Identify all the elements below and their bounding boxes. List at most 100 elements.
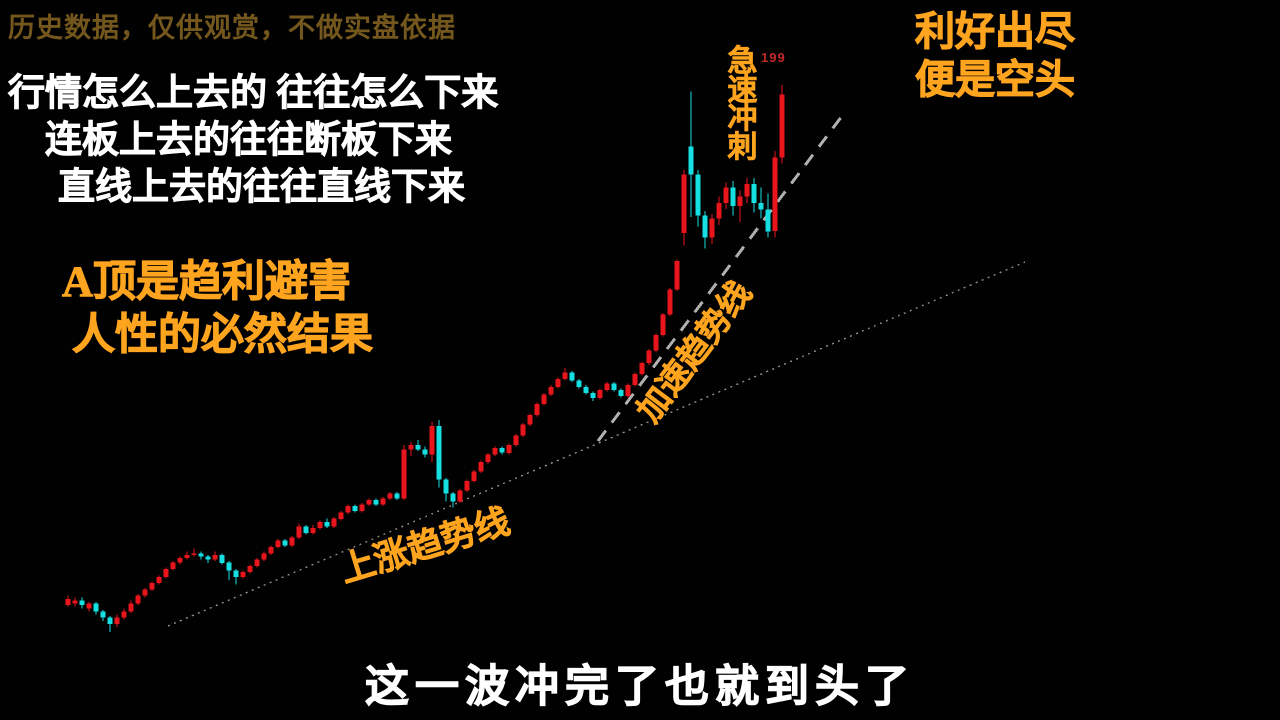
candle-body (709, 218, 715, 238)
candle-body (660, 314, 666, 335)
candle-body (359, 504, 365, 511)
candle-body (765, 209, 771, 232)
candle-body (499, 448, 505, 453)
candle-body (674, 261, 680, 290)
candle-body (667, 289, 673, 315)
candle-body (457, 490, 463, 502)
bottom-caption: 这一波冲完了也就到头了 (365, 662, 915, 712)
candle-body (65, 598, 71, 606)
candle-body (478, 462, 484, 472)
candle-body (583, 386, 589, 394)
candle-body (758, 203, 764, 210)
candle-body (639, 363, 645, 375)
candle-body (233, 570, 239, 577)
candle-body (219, 554, 225, 563)
candle-body (177, 558, 183, 563)
candle-body (128, 603, 134, 612)
candle-body (100, 611, 106, 618)
candle-body (373, 499, 379, 505)
candle-body (86, 603, 92, 609)
peak-price-label: 199 (761, 50, 786, 65)
disclaimer-text: 历史数据，仅供观赏，不做实盘依据 (8, 13, 456, 43)
candle-body (471, 471, 477, 481)
candle-body (72, 600, 78, 604)
thesis-line-2: 人性的必然结果 (72, 312, 374, 360)
top-right-line-2: 便是空头 (915, 57, 1076, 103)
market-saying-block: 行情怎么上去的 往往怎么下来 连板上去的往往断板下来 直线上去的往往直线下来 (8, 70, 499, 211)
candle-body (450, 493, 456, 502)
candle-body (632, 374, 638, 386)
candle-body (366, 499, 372, 505)
candle-body (135, 595, 141, 604)
candle-body (212, 554, 218, 560)
candle-body (688, 146, 694, 175)
sprint-annotation: 急速冲刺 (727, 45, 758, 164)
candle-body (114, 617, 120, 624)
candle-body (93, 603, 99, 612)
candle-body (170, 562, 176, 569)
candle-body (716, 203, 722, 219)
candle-body (408, 444, 414, 450)
candle-body (611, 383, 617, 390)
candle-body (779, 94, 785, 158)
top-right-line-1: 利好出尽 (915, 9, 1076, 55)
thesis-block: A顶是趋利避害 人性的必然结果 (62, 256, 374, 362)
candle-wick (193, 548, 195, 557)
candle-body (772, 157, 778, 232)
candle-body (695, 174, 701, 216)
candle-body (296, 526, 302, 538)
candle-body (303, 526, 309, 533)
candle-body (107, 617, 113, 624)
candle-body (723, 187, 729, 203)
candle-body (240, 572, 246, 577)
candle-body (317, 521, 323, 529)
candle-body (387, 493, 393, 499)
candle-body (569, 372, 575, 381)
candle-body (422, 449, 428, 455)
candle-body (205, 556, 211, 560)
candle-body (744, 184, 750, 197)
candle-body (730, 187, 736, 207)
candle-body (394, 493, 400, 499)
candle-body (247, 565, 253, 573)
candle-body (198, 553, 204, 557)
candle-body (121, 611, 127, 618)
candle-body (163, 569, 169, 577)
candle-body (681, 174, 687, 233)
candle-body (401, 449, 407, 499)
candle-body (702, 215, 708, 238)
candle-body (352, 506, 358, 511)
candle-body (191, 553, 197, 555)
candle-body (590, 393, 596, 398)
candle-body (184, 554, 190, 558)
candle-body (310, 528, 316, 533)
candle-body (653, 334, 659, 351)
candle-body (541, 394, 547, 404)
market-saying-line-3: 直线上去的往往直线下来 (58, 167, 466, 209)
candle-body (268, 547, 274, 554)
candle-body (597, 389, 603, 398)
candle-body (275, 540, 281, 547)
candle-body (261, 553, 267, 560)
candle-body (534, 404, 540, 416)
candle-body (576, 380, 582, 387)
candle-body (625, 385, 631, 397)
candle-body (436, 426, 442, 480)
candle-body (345, 506, 351, 513)
market-saying-line-2: 连板上去的往往断板下来 (45, 120, 453, 162)
candle-body (527, 415, 533, 425)
candle-body (429, 426, 435, 455)
candle-body (492, 448, 498, 455)
candle-body (751, 184, 757, 203)
candle-body (289, 537, 295, 546)
candle-body (331, 518, 337, 527)
candle-body (464, 481, 470, 491)
candle-body (79, 600, 85, 606)
thesis-line-1: A顶是趋利避害 (62, 259, 352, 307)
market-saying-line-1: 行情怎么上去的 往往怎么下来 (8, 73, 499, 115)
candle-body (149, 583, 155, 590)
candle-body (555, 378, 561, 387)
candle-body (282, 540, 288, 546)
